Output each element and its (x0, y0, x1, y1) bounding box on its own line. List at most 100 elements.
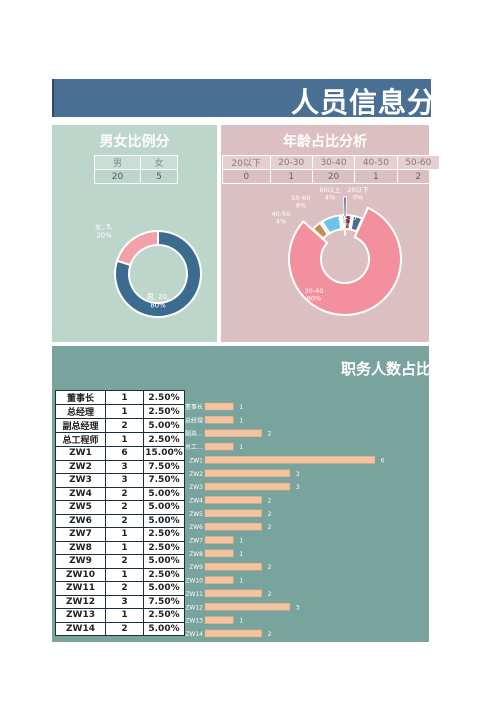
job-tick-label: 董事长 (185, 403, 203, 411)
age-data-label: 20-30 4% (338, 214, 357, 229)
job-bar-value-label: 1 (239, 551, 243, 558)
job-bar-value-label: 6 (381, 457, 385, 464)
job-table-row: ZW13 1 2.50% (55, 608, 185, 623)
job-bar-value-label: 1 (239, 404, 243, 411)
gender-header-cell: 女 (140, 155, 178, 170)
gender-doughnut-segment (114, 229, 202, 318)
job-bar-chart: 董事长 1 总经理 1 副总… 2 总工… 1 ZW1 6 ZW2 3 ZW3 3 ZW4 2 ZW5 2 ZW6 2… (185, 402, 385, 638)
title-banner: 人员信息分 (52, 79, 431, 117)
gender-table: 男 女 20 5 (94, 155, 178, 184)
age-doughnut-segment (320, 214, 343, 235)
job-bar-value-label: 2 (268, 631, 272, 638)
job-name-cell: ZW9 (55, 554, 106, 569)
job-bar-value-label: 1 (239, 618, 243, 625)
job-pct-cell: 5.00% (143, 486, 185, 501)
age-doughnut-segment (349, 214, 364, 233)
job-pct-cell: 2.50% (143, 432, 185, 447)
job-tick-label: 副总… (185, 430, 203, 438)
job-table-row: ZW10 1 2.50% (55, 567, 185, 582)
job-bar (204, 416, 234, 424)
age-value-cell: 1 (269, 169, 313, 184)
job-bar (204, 429, 262, 437)
job-bar-value-label: 3 (296, 484, 300, 491)
gender-section-title: 男女比例分 (99, 134, 170, 150)
job-bar-value-label: 2 (268, 497, 272, 504)
job-bar-value-label: 1 (239, 538, 243, 545)
job-bar-value-label: 2 (268, 524, 272, 531)
job-bar (204, 402, 234, 411)
job-tick-label: ZW12 (185, 604, 203, 611)
job-bar-value-label: 2 (268, 431, 272, 438)
age-header-cell: 20以下 (222, 155, 271, 170)
age-doughnut-chart: 30-40 80% 40-50 4%50-60 8% 60以上 4% 20以下 0% 20-30 4… (272, 185, 402, 316)
job-tick-label: ZW13 (185, 618, 203, 625)
page-title: 人员信息分 (291, 86, 431, 117)
job-count-cell: 1 (105, 527, 144, 542)
job-name-cell: 总工程师 (55, 432, 106, 447)
age-table: 20以下 20-30 30-40 40-50 50-60 0 1 20 1 2 (222, 155, 441, 184)
job-pct-cell: 7.50% (143, 473, 185, 488)
job-table-row: ZW4 2 5.00% (55, 486, 185, 501)
job-tick-label: ZW2 (189, 471, 203, 478)
job-count-cell: 1 (105, 567, 144, 582)
job-bar (204, 549, 234, 558)
job-count-cell: 2 (105, 486, 144, 501)
job-table-row: 总工程师 1 2.50% (55, 432, 185, 447)
job-name-cell: 总经理 (55, 404, 106, 419)
age-data-label: 60以上 4% (319, 185, 341, 201)
job-bar (204, 602, 291, 611)
job-count-cell: 1 (105, 608, 144, 623)
job-pct-cell: 5.00% (143, 581, 185, 596)
job-bar-value-label: 2 (268, 511, 272, 518)
gender-doughnut-segment (115, 229, 159, 267)
job-bar (204, 522, 262, 531)
job-pct-cell: 7.50% (143, 594, 185, 609)
job-tick-label: ZW14 (185, 631, 203, 638)
job-bar (204, 536, 234, 544)
job-table-row: ZW7 1 2.50% (55, 527, 185, 542)
job-count-cell: 6 (105, 446, 144, 461)
job-bar-value-label: 2 (268, 591, 272, 598)
job-name-cell: ZW10 (55, 567, 106, 582)
age-header-cell: 50-60 (396, 155, 441, 170)
job-tick-label: ZW1 (189, 457, 203, 464)
age-value-cell: 2 (396, 169, 441, 184)
job-table-row: ZW6 2 5.00% (55, 513, 185, 528)
job-table-row: 总经理 1 2.50% (55, 404, 185, 419)
job-panel: 职务人数占比 董事长 1 2.50% 总经理 1 2.50% 副总经理 2 5.00% 总工程师 1… (52, 346, 431, 642)
job-tick-label: ZW9 (189, 564, 203, 571)
job-bar (204, 496, 262, 504)
job-bar-value-label: 1 (239, 578, 243, 585)
job-tick-label: ZW8 (189, 551, 203, 558)
age-data-label: 30-40 80% (305, 287, 324, 302)
gender-value-cell: 20 (94, 169, 141, 184)
job-name-cell: ZW12 (55, 594, 106, 609)
gender-panel: 男女比例分 男 女 20 5 男, 20, 80% 女, 5, 20% (52, 125, 217, 342)
job-bar (204, 616, 234, 624)
job-count-cell: 1 (105, 432, 144, 447)
job-bar (204, 589, 262, 598)
job-tick-label: ZW10 (185, 578, 203, 585)
job-table-row: ZW8 1 2.50% (55, 540, 185, 555)
job-count-cell: 1 (105, 390, 144, 405)
job-bar-value-label: 1 (239, 417, 243, 424)
job-bar (204, 442, 234, 451)
job-pct-cell: 15.00% (143, 446, 185, 461)
job-tick-label: ZW7 (189, 538, 203, 545)
age-data-label: 40-50 4% (272, 210, 291, 225)
job-table-row: ZW14 2 5.00% (55, 621, 185, 636)
job-name-cell: ZW8 (55, 540, 106, 555)
job-count-cell: 3 (105, 473, 144, 488)
job-tick-label: ZW5 (189, 511, 203, 518)
job-name-cell: ZW5 (55, 500, 106, 515)
job-table-row: ZW2 3 7.50% (55, 459, 185, 474)
age-header-cell: 30-40 (311, 155, 356, 170)
job-name-cell: ZW3 (55, 473, 106, 488)
job-bar-value-label: 1 (239, 444, 243, 451)
job-name-cell: ZW1 (55, 446, 106, 461)
job-tick-label: 总经理 (185, 416, 203, 424)
job-name-cell: ZW14 (55, 621, 106, 636)
gender-value-cell: 5 (140, 169, 178, 184)
age-doughnut-segment (288, 206, 402, 316)
job-table: 董事长 1 2.50% 总经理 1 2.50% 副总经理 2 5.00% 总工程师 1 2.50% ZW… (55, 390, 185, 636)
